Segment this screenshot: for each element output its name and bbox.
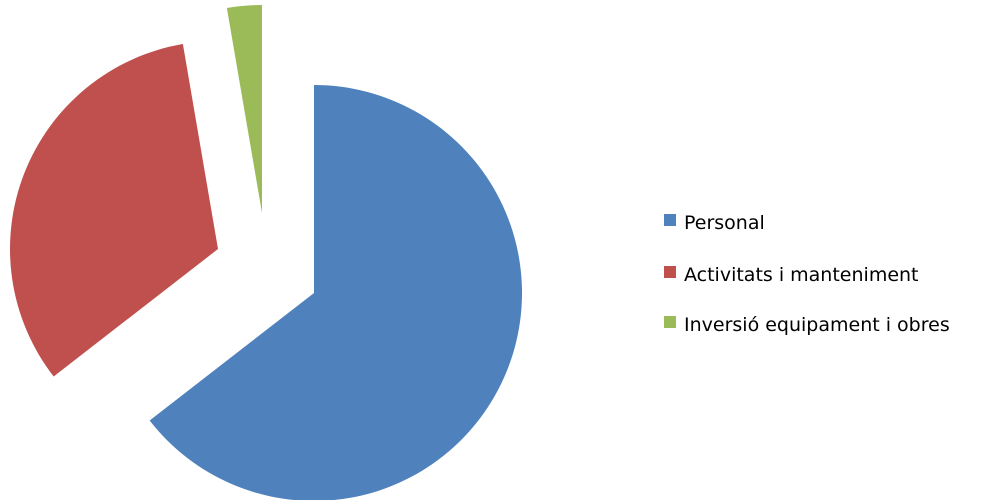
legend-swatch-personal <box>664 214 676 226</box>
legend: Personal Activitats i manteniment Invers… <box>664 212 950 336</box>
pie-slices <box>10 5 522 500</box>
legend-swatch-activitats <box>664 266 676 278</box>
legend-item-personal: Personal <box>664 212 765 234</box>
legend-label-personal: Personal <box>684 212 765 234</box>
legend-item-inversio: Inversió equipament i obres <box>664 314 950 336</box>
legend-label-activitats: Activitats i manteniment <box>684 264 919 286</box>
legend-label-inversio: Inversió equipament i obres <box>684 314 950 336</box>
pie-slice-inversio <box>226 5 262 213</box>
pie-slice-personal <box>149 85 522 500</box>
legend-item-activitats: Activitats i manteniment <box>664 264 919 286</box>
legend-swatch-inversio <box>664 316 676 328</box>
pie-slice-activitats <box>10 43 219 377</box>
